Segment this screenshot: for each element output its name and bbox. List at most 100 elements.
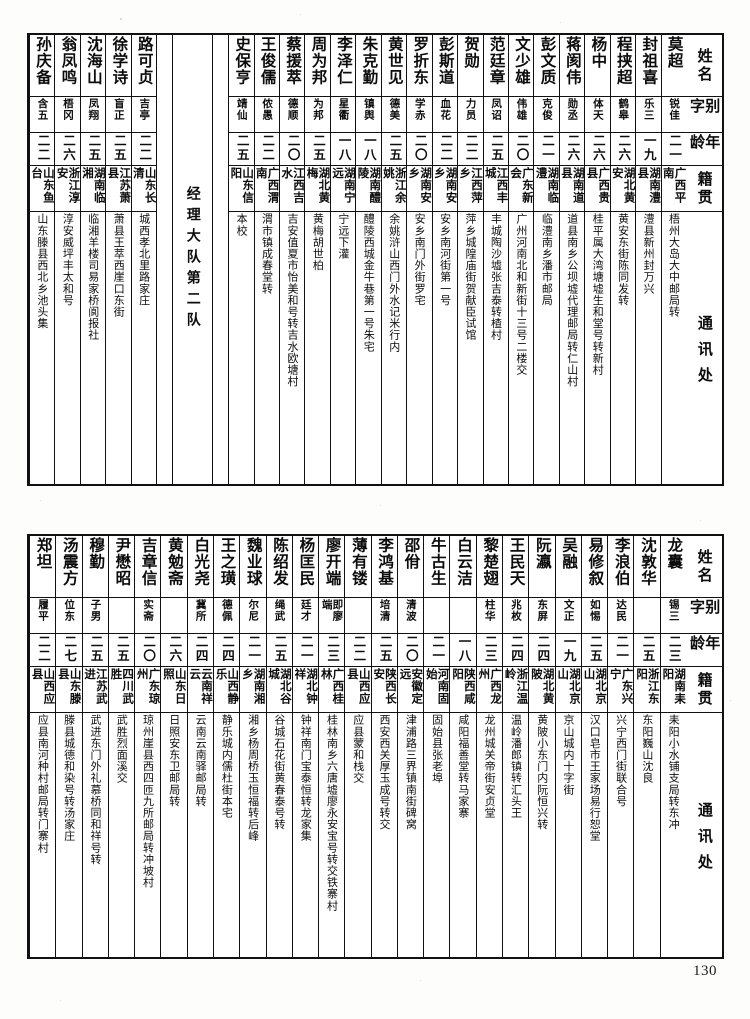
row-label-alias-text: 别字 <box>688 599 722 617</box>
roster-entry-column: 白云洁 一八 陕西咸阳 咸阳福善堂转马家寨 <box>449 536 476 957</box>
entry-name-text: 王俊儒 <box>258 36 277 86</box>
roster-entry-column: 贺勋 力员 二二 江西萍乡 萍乡城隍庙街贺献臣试馆 <box>457 35 483 484</box>
entry-origin-text: 湖南安乡 <box>432 167 458 204</box>
entry-address-text: 澧县新州封万兴 <box>642 213 656 295</box>
roster-entry-column: 王民天 兆枚 二四 浙江温岭 温岭潘郎镇转汇头王 <box>502 536 529 957</box>
entry-address-text: 咸阳福善堂转马家寨 <box>456 714 470 819</box>
unit-caption-text: 经理大队第二队 <box>184 186 201 333</box>
entry-alias-text: 血花 <box>439 98 452 121</box>
entry-name-text: 易修叙 <box>586 537 605 587</box>
roster-entry-column: 杨匡民 廷才 二一 湖北钟祥 钟祥南门宝泰恒转龙家集 <box>291 536 319 957</box>
roster-entry-column: 翁凤鸣 梧冈 二六 浙江淳安 淳安威坪丰太和号 <box>54 35 80 484</box>
entry-alias-text: 镇舆 <box>362 98 375 121</box>
row-label-address: 通讯处 <box>686 713 722 957</box>
entry-address-text: 温岭潘郎镇转汇头王 <box>509 714 523 819</box>
entry-name: 黄勉斋 <box>161 536 187 598</box>
roster-entry-column: 罗折东 学赤 二〇 湖南安乡 安乡南门外街罗宅 <box>406 35 432 484</box>
entry-alias-text: 冀所 <box>194 599 207 622</box>
entry-name-text: 蔡援萃 <box>284 36 303 86</box>
entry-origin-text: 山西静乐 <box>214 668 240 705</box>
roster-entry-column: 朱克勤 镇舆 一八 湖南醴陵 醴陵西城金牛巷第一号朱宅 <box>355 35 381 484</box>
entry-alias: 子男 <box>82 598 108 634</box>
entry-address: 武胜烈面溪交 <box>109 713 134 957</box>
entry-origin-text: 江西吉水 <box>280 167 305 204</box>
entry-age: 一八 <box>450 634 476 667</box>
entry-age: 一九 <box>555 634 581 667</box>
unit-caption-column: 经理大队第二队 <box>172 35 212 484</box>
roster-entry-column: 陈绍发 绳武 二五 湖北谷城 谷城石花街黄春泰号转 <box>265 536 292 957</box>
entry-address: 城西孝北里路家庄 <box>132 212 156 484</box>
entry-age-text: 二五 <box>311 134 327 162</box>
entry-address: 萍乡城隍庙街贺献臣试馆 <box>458 212 482 484</box>
entry-alias: 为邦 <box>305 97 330 133</box>
entry-alias-text: 体天 <box>591 98 604 121</box>
entry-origin: 山西应县 <box>345 667 371 713</box>
entry-origin: 广东琼州 <box>135 667 161 713</box>
entry-origin-text: 湖南醴陵 <box>356 167 381 204</box>
roster-table-bottom: 姓名 别字 年龄 籍贯 通讯处 龙囊 锡三 二三 湖南耒阳 耒阳小水铺支局转东冲 沈敦华 二五 浙江东阳… <box>27 534 724 959</box>
entry-address-text: 城西孝北里路家庄 <box>137 213 151 306</box>
row-label-age: 年龄 <box>686 133 722 166</box>
entry-age-text: 二一 <box>539 134 555 162</box>
entry-origin-text: 四川武胜 <box>109 668 135 705</box>
entry-address: 咸阳福善堂转马家寨 <box>450 713 475 957</box>
roster-entry-column: 邵佾 清波 二〇 安徽定远 津浦路三界镇南街碑窝 <box>396 536 424 957</box>
entry-origin: 湖北谷城 <box>266 667 292 713</box>
entry-address-text: 日照安东卫邮局转 <box>167 714 181 807</box>
entry-origin-text: 山东日照 <box>162 668 187 705</box>
entry-age-text: 二五 <box>377 635 393 663</box>
entry-alias: 凤诏 <box>483 97 508 133</box>
entry-origin-text: 江苏武进 <box>83 668 108 705</box>
entry-age-text: 一八 <box>456 635 472 663</box>
entry-address-text: 东阳巍山沈良 <box>640 714 654 784</box>
entry-origin: 广西渭南 <box>254 166 279 212</box>
entry-name-text: 周为邦 <box>309 36 328 86</box>
entry-alias-text: 克俊 <box>540 98 553 121</box>
entry-alias-text: 凤翔 <box>87 98 100 121</box>
entry-name-text: 李泽仁 <box>334 36 353 86</box>
entry-origin-text: 山东信阳 <box>229 167 254 204</box>
entry-name-text: 龙囊 <box>665 537 684 570</box>
entry-name-text: 郑坦 <box>34 537 53 570</box>
entry-age-text: 二四 <box>535 635 551 663</box>
entry-age: 一八 <box>356 133 381 166</box>
row-label-origin: 籍贯 <box>686 667 722 713</box>
entry-alias: 清波 <box>397 598 424 634</box>
entry-address: 谷城石花街黄春泰号转 <box>267 713 292 957</box>
entry-alias: 文正 <box>555 598 581 634</box>
entry-address: 桂林南乡六唐墟廖永安宝号转交铁寨村 <box>319 713 344 957</box>
scan-artifact <box>60 1000 61 1001</box>
entry-origin-text: 广东新会 <box>509 167 534 204</box>
entry-address: 山东滕县西北乡池头集 <box>30 212 54 484</box>
entry-address: 吉安值夏市怡美和号转吉水欧塘村 <box>280 212 304 484</box>
entry-address: 西安西关厚玉成号转交 <box>372 713 397 957</box>
entry-age-text: 二二 <box>35 134 51 162</box>
entry-origin-text: 广西龙州 <box>477 668 503 705</box>
entry-name: 程挟超 <box>610 35 636 97</box>
roster-entry-column: 史保亨 靖仙 二五 山东信阳 本校 <box>228 35 254 484</box>
entry-age-text: 二一 <box>246 635 262 663</box>
entry-alias-text: 履平 <box>36 599 49 622</box>
entry-address: 临湘羊楼司易家桥阆报社 <box>81 212 105 484</box>
entry-age: 二五 <box>229 133 254 166</box>
entry-address-text: 桂林南乡六唐墟廖永安宝号转交铁寨村 <box>325 714 339 912</box>
entry-address: 安乡南门外街罗宅 <box>407 212 431 484</box>
entry-origin-text: 山东长清 <box>131 167 157 204</box>
entry-address: 安乡南河街第一号 <box>433 212 457 484</box>
entry-address-text: 静乐城内儒杜街本宅 <box>220 714 234 819</box>
entry-origin: 江西丰城 <box>483 166 508 212</box>
entry-alias <box>634 598 660 634</box>
entry-name-text: 陈绍发 <box>271 537 290 587</box>
entry-origin: 广东新会 <box>508 166 534 212</box>
entry-origin: 湖北钟祥 <box>292 667 319 713</box>
entry-name: 周为邦 <box>305 35 330 97</box>
entry-name: 莫超 <box>661 35 686 97</box>
entry-address-text: 桂平属大湾塘墟生和堂号转新村 <box>591 213 605 376</box>
roster-entry-column: 李泽仁 星衢 一八 湖南宁远 宁远下灌 <box>329 35 356 484</box>
entry-address-text: 临湘羊楼司易家桥阆报社 <box>86 213 100 341</box>
entry-address-text: 道县南乡公坝墟代理邮局转仁山村 <box>565 213 579 387</box>
entry-name: 王之璜 <box>213 536 240 598</box>
entry-origin-text: 湖南道县 <box>560 167 585 204</box>
scan-artifact <box>120 18 122 20</box>
entry-origin: 江西吉水 <box>280 166 305 212</box>
